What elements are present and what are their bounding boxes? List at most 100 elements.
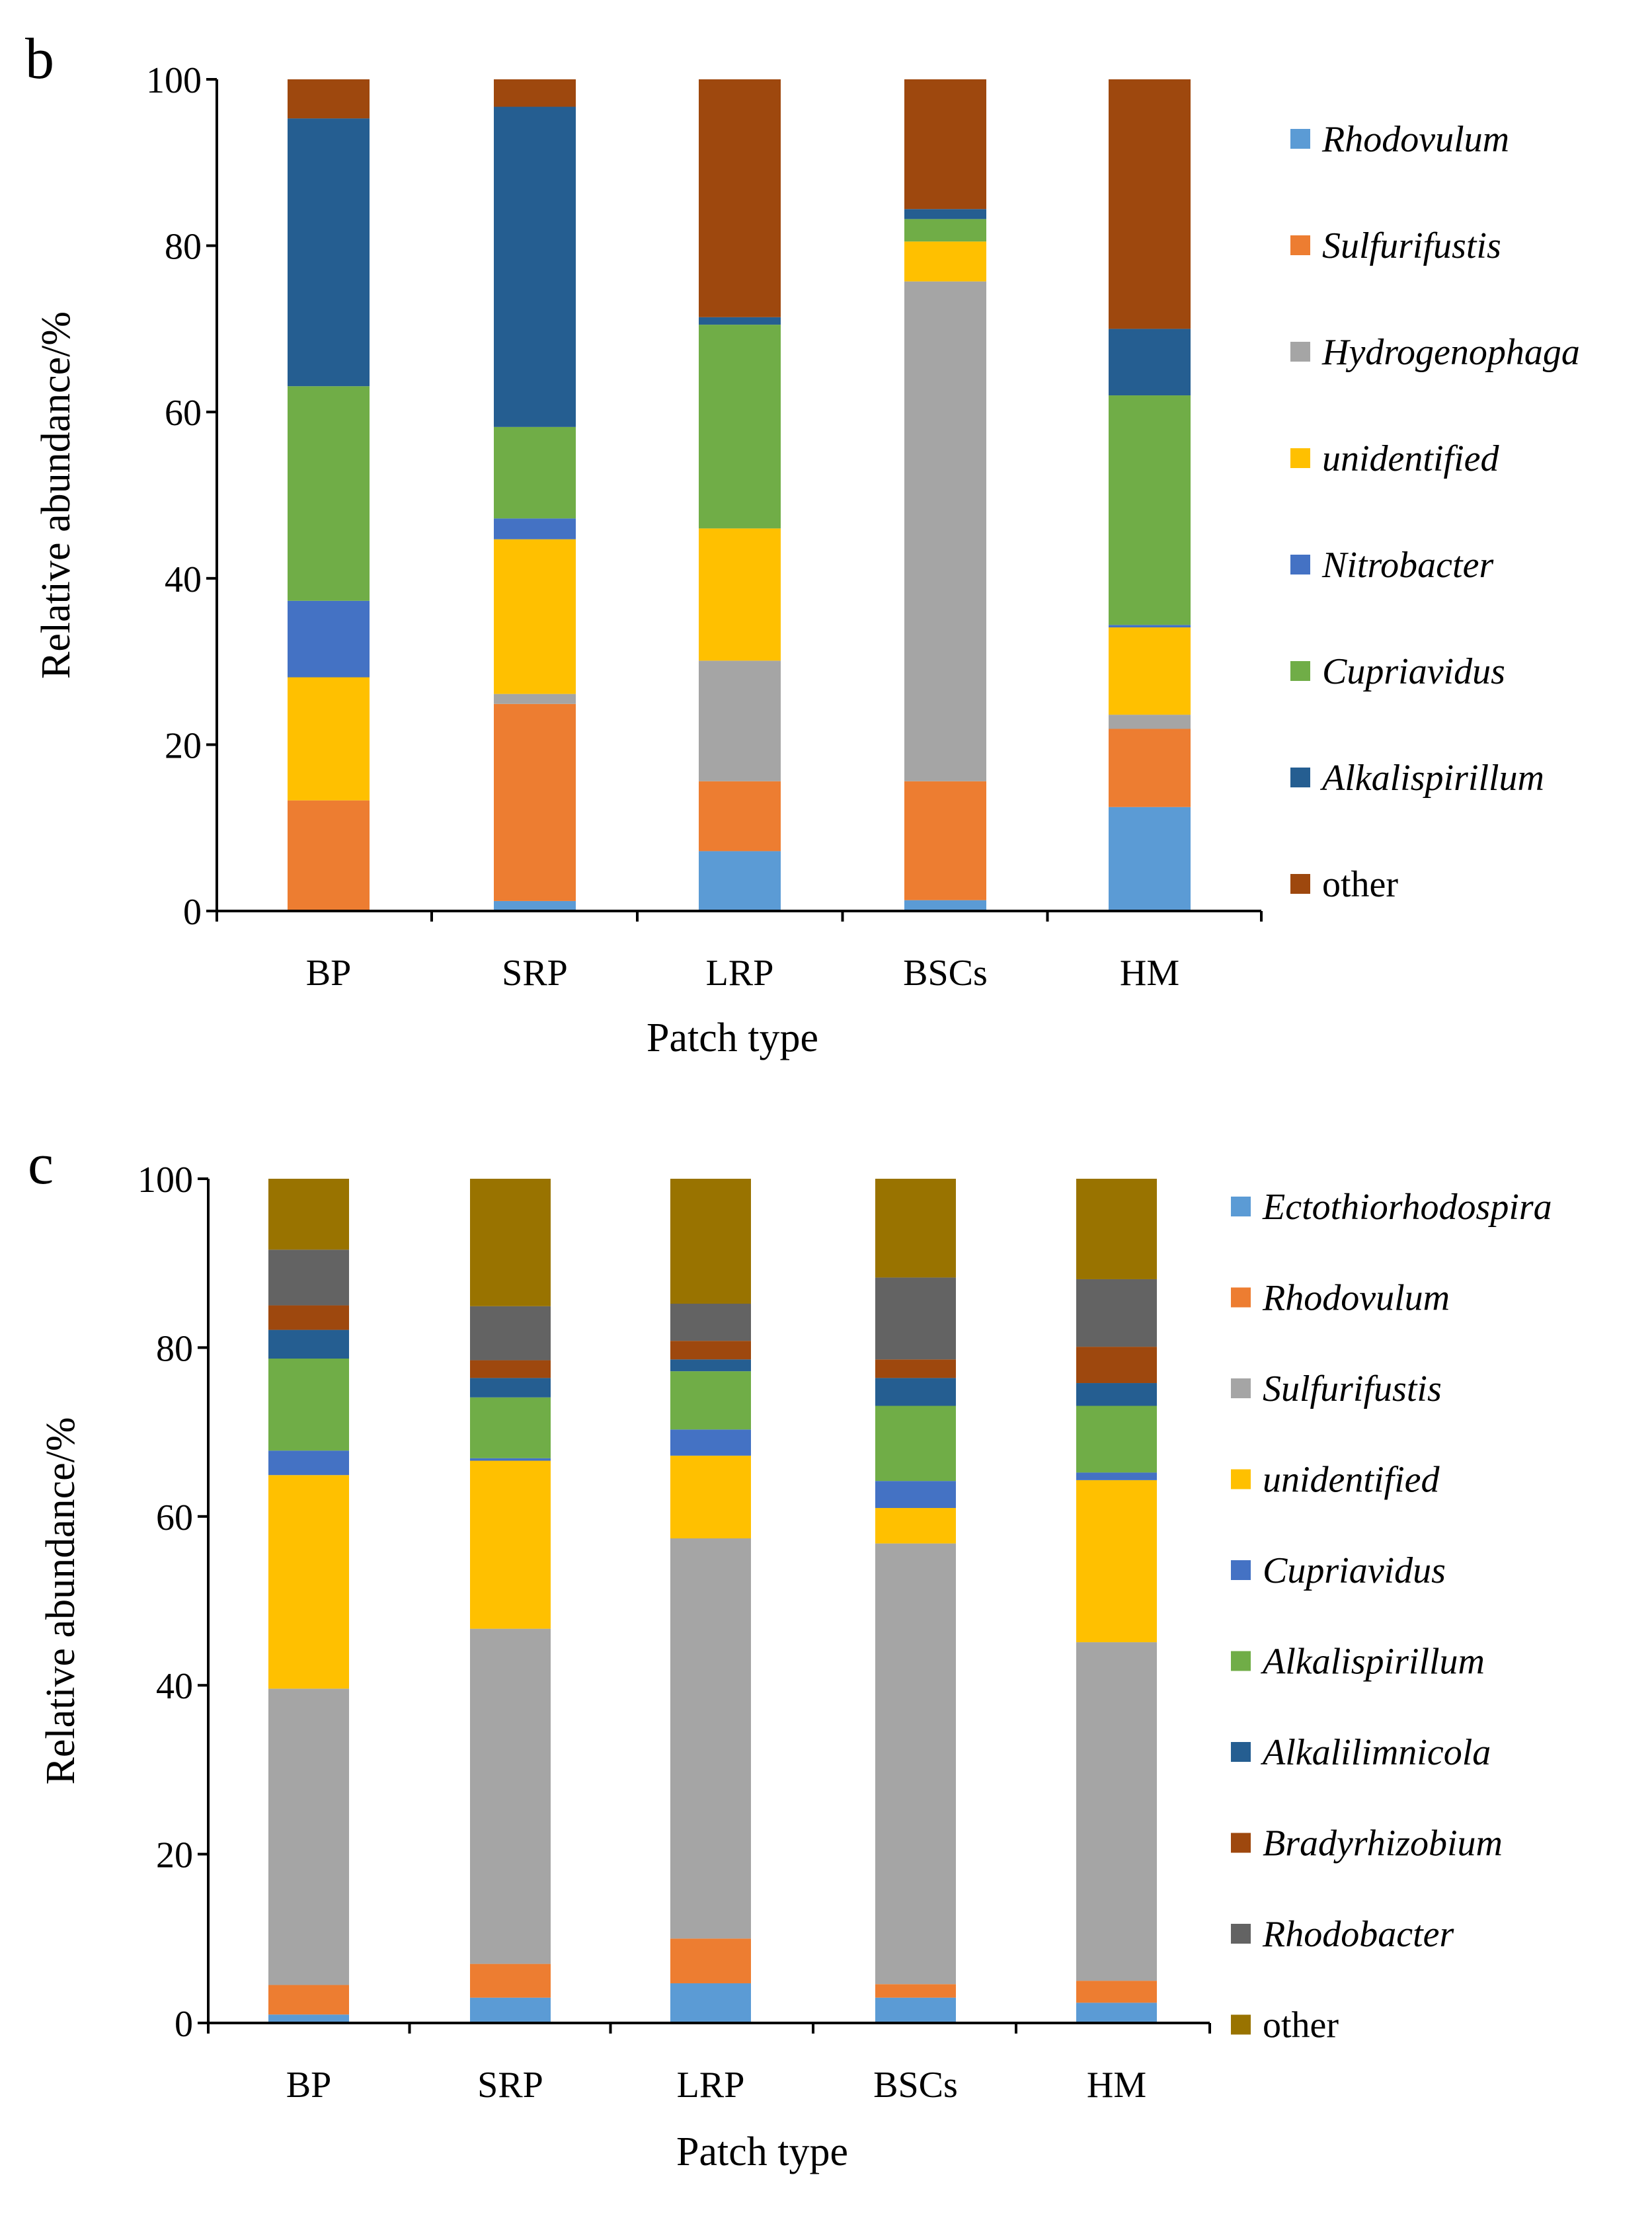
legend-label: unidentified [1263,1460,1440,1501]
legend-swatch [1290,129,1310,149]
bar-stack-BP [288,79,370,911]
bar-stack-BSCs [875,1179,956,2023]
legend-swatch [1231,1560,1251,1580]
bar-segment-SRP-sulfurifustis [494,703,576,901]
legend-label: other [1322,864,1398,905]
bar-segment-BP-cupriavidus [268,1450,349,1476]
legend-swatch [1231,1742,1251,1762]
legend-swatch [1231,1833,1251,1853]
x-tick-label: BSCs [873,2065,958,2106]
legend-item-alkalilimnicola: Alkalilimnicola [1231,1732,1491,1773]
chart-panel-b: b 0 20 40 60 80 100 BP SRP LRP BSCs HM Patch type Rel… [25,27,1580,1060]
legend-item-rhodobacter: Rhodobacter [1231,1914,1454,1955]
legend-swatch [1290,874,1310,894]
x-tick-label: LRP [677,2065,745,2106]
legend: Rhodovulum Sulfurifustis Hydrogenophaga uni… [1290,119,1580,905]
legend-label: Sulfurifustis [1322,225,1501,266]
bar-segment-LRP-sulfurifustis [670,1538,751,1939]
legend-swatch [1231,2014,1251,2035]
bar-segment-SRP-bradyrhizobium [470,1360,551,1378]
legend-label: unidentified [1322,438,1500,479]
bar-segment-HM-alkalispirillum [1109,329,1191,396]
bar-segment-LRP-other [699,79,781,317]
bar-segment-SRP-rhodovulum [494,900,576,911]
legend-item-sulfurifustis: Sulfurifustis [1290,225,1501,266]
legend-label: Rhodobacter [1262,1914,1454,1955]
legend-item-hydrogenophaga: Hydrogenophaga [1290,332,1580,373]
bar-segment-SRP-rhodovulum [470,1963,551,1998]
y-tick-label: 100 [146,60,202,101]
bar-segment-HM-ectothiorhodospira [1076,2002,1157,2023]
legend-item-sulfurifustis: Sulfurifustis [1231,1368,1442,1409]
y-tick-label: 60 [165,393,202,434]
bar-segment-BP-cupriavidus [288,386,370,601]
bar-segment-LRP-alkalilimnicola [670,1359,751,1372]
bar-segment-LRP-rhodobacter [670,1303,751,1341]
legend-swatch [1290,235,1310,255]
bar-segment-BP-alkalilimnicola [268,1329,349,1359]
bar-segment-HM-sulfurifustis [1109,729,1191,807]
legend-label: Bradyrhizobium [1263,1823,1503,1864]
bar-segment-BSCs-rhodobacter [875,1277,956,1360]
bar-segment-SRP-cupriavidus [494,426,576,519]
bar-segment-SRP-sulfurifustis [470,1628,551,1964]
y-tick-label: 100 [138,1160,193,1201]
bar-segment-BP-bradyrhizobium [268,1305,349,1330]
y-tick-label: 40 [165,559,202,600]
bar-segment-HM-unidentified [1109,627,1191,715]
bar-segment-LRP-rhodovulum [670,1938,751,1983]
bar-segment-SRP-cupriavidus [470,1458,551,1461]
bar-segment-BSCs-other [875,1179,956,1278]
bar-segment-SRP-alkalispirillum [470,1397,551,1458]
bar-segment-HM-cupriavidus [1109,395,1191,625]
bar-stack-HM [1076,1179,1157,2023]
bar-segment-SRP-alkalilimnicola [470,1378,551,1398]
y-axis-title: Relative abundance/% [34,311,79,679]
bar-segment-HM-cupriavidus [1076,1472,1157,1480]
bar-segment-LRP-other [670,1179,751,1304]
bar-segment-BP-sulfurifustis [268,1688,349,1985]
bar-segment-SRP-hydrogenophaga [494,693,576,704]
bar-stack-BP [268,1179,349,2023]
bar-segment-BP-alkalispirillum [288,118,370,387]
y-tick-label: 60 [156,1497,193,1538]
bar-segment-LRP-hydrogenophaga [699,660,781,781]
bar-segment-BSCs-alkalilimnicola [875,1378,956,1406]
y-tick-label: 20 [165,725,202,766]
bar-segment-BSCs-unidentified [875,1508,956,1544]
legend-label: Alkalispirillum [1319,758,1544,799]
legend-item-cupriavidus: Cupriavidus [1231,1550,1446,1591]
legend-label: Hydrogenophaga [1321,332,1580,373]
bar-segment-BSCs-rhodovulum [875,1984,956,1998]
bar-segment-HM-rhodovulum [1076,1981,1157,2003]
y-axis-title: Relative abundance/% [38,1417,83,1784]
legend-item-other: other [1290,864,1398,905]
bar-segment-LRP-ectothiorhodospira [670,1983,751,2023]
bar-segment-BP-sulfurifustis [288,800,370,911]
x-tick-label: BP [286,2065,332,2106]
bar-segment-BSCs-hydrogenophaga [904,281,986,781]
bar-stack-LRP [670,1179,751,2023]
bar-segment-HM-bradyrhizobium [1076,1347,1157,1384]
bar-segment-BP-rhodovulum [268,1985,349,2015]
bar-segment-BP-other [288,79,370,119]
panel-label: b [25,27,54,91]
legend-swatch [1290,768,1310,787]
legend-swatch [1231,1924,1251,1944]
bar-segment-SRP-other [470,1179,551,1306]
x-axis-title: Patch type [647,1015,818,1060]
legend-label: Cupriavidus [1322,651,1505,692]
legend-item-ectothiorhodospira: Ectothiorhodospira [1231,1187,1552,1228]
x-tick-label: SRP [477,2065,543,2106]
bar-stack-LRP [699,79,781,911]
bar-segment-LRP-unidentified [699,528,781,661]
y-tick-label: 0 [183,892,202,933]
legend: Ectothiorhodospira Rhodovulum Sulfurifusti… [1231,1187,1552,2046]
legend-item-bradyrhizobium: Bradyrhizobium [1231,1823,1503,1864]
bar-segment-BSCs-alkalispirillum [904,209,986,219]
bar-stack-SRP [494,79,576,911]
legend-label: Nitrobacter [1321,545,1493,586]
bar-segment-BP-unidentified [288,677,370,801]
legend-item-nitrobacter: Nitrobacter [1290,545,1493,586]
legend-item-unidentified: unidentified [1290,438,1500,479]
